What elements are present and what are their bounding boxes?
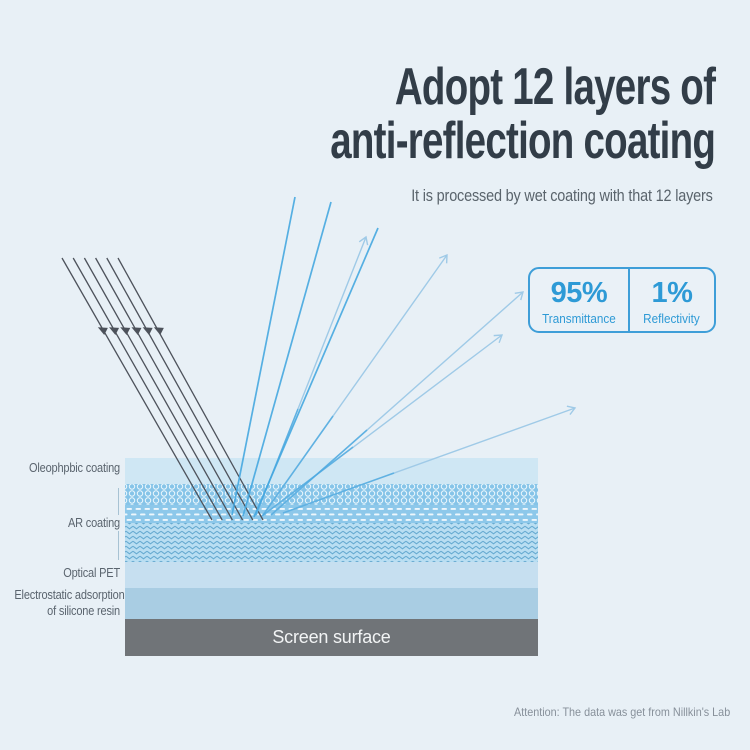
layer-screen-surface — [125, 619, 538, 656]
label-electrostatic-line2: of silicone resin — [47, 604, 120, 618]
reflectivity-value: 1% — [651, 276, 693, 309]
label-ar-coating: AR coating — [67, 516, 120, 530]
reflectivity-label: Reflectivity — [643, 310, 701, 326]
transmittance-value: 95% — [550, 276, 608, 309]
layer-stack — [118, 458, 538, 656]
reflectivity-cell: 1% Reflectivity — [627, 269, 714, 331]
label-optical-pet: Optical PET — [63, 566, 120, 580]
footnote: Attention: The data was get from Nillkin… — [513, 705, 730, 719]
screen-surface-label: Screen surface — [272, 627, 391, 647]
incident-ray-arrows — [97, 327, 164, 336]
title-line-2: anti-reflection coating — [330, 112, 716, 170]
title-line-1: Adopt 12 layers of — [394, 58, 716, 116]
stats-badge: 95% Transmittance 1% Reflectivity — [528, 267, 716, 333]
transmittance-cell: 95% Transmittance — [530, 269, 628, 331]
subtitle: It is processed by wet coating with that… — [411, 186, 713, 205]
transmittance-label: Transmittance — [542, 310, 616, 326]
page-title: Adopt 12 layers of anti-reflection coati… — [330, 58, 716, 170]
layer-optical-pet — [125, 562, 538, 588]
label-oleophobic-coating: Oleophpbic coating — [28, 461, 120, 475]
reflected-rays-bright-segments — [255, 408, 395, 517]
layer-electrostatic — [125, 588, 538, 619]
transmitted-rays — [231, 196, 379, 518]
label-electrostatic-line1: Electrostatic adsorption — [14, 588, 125, 602]
